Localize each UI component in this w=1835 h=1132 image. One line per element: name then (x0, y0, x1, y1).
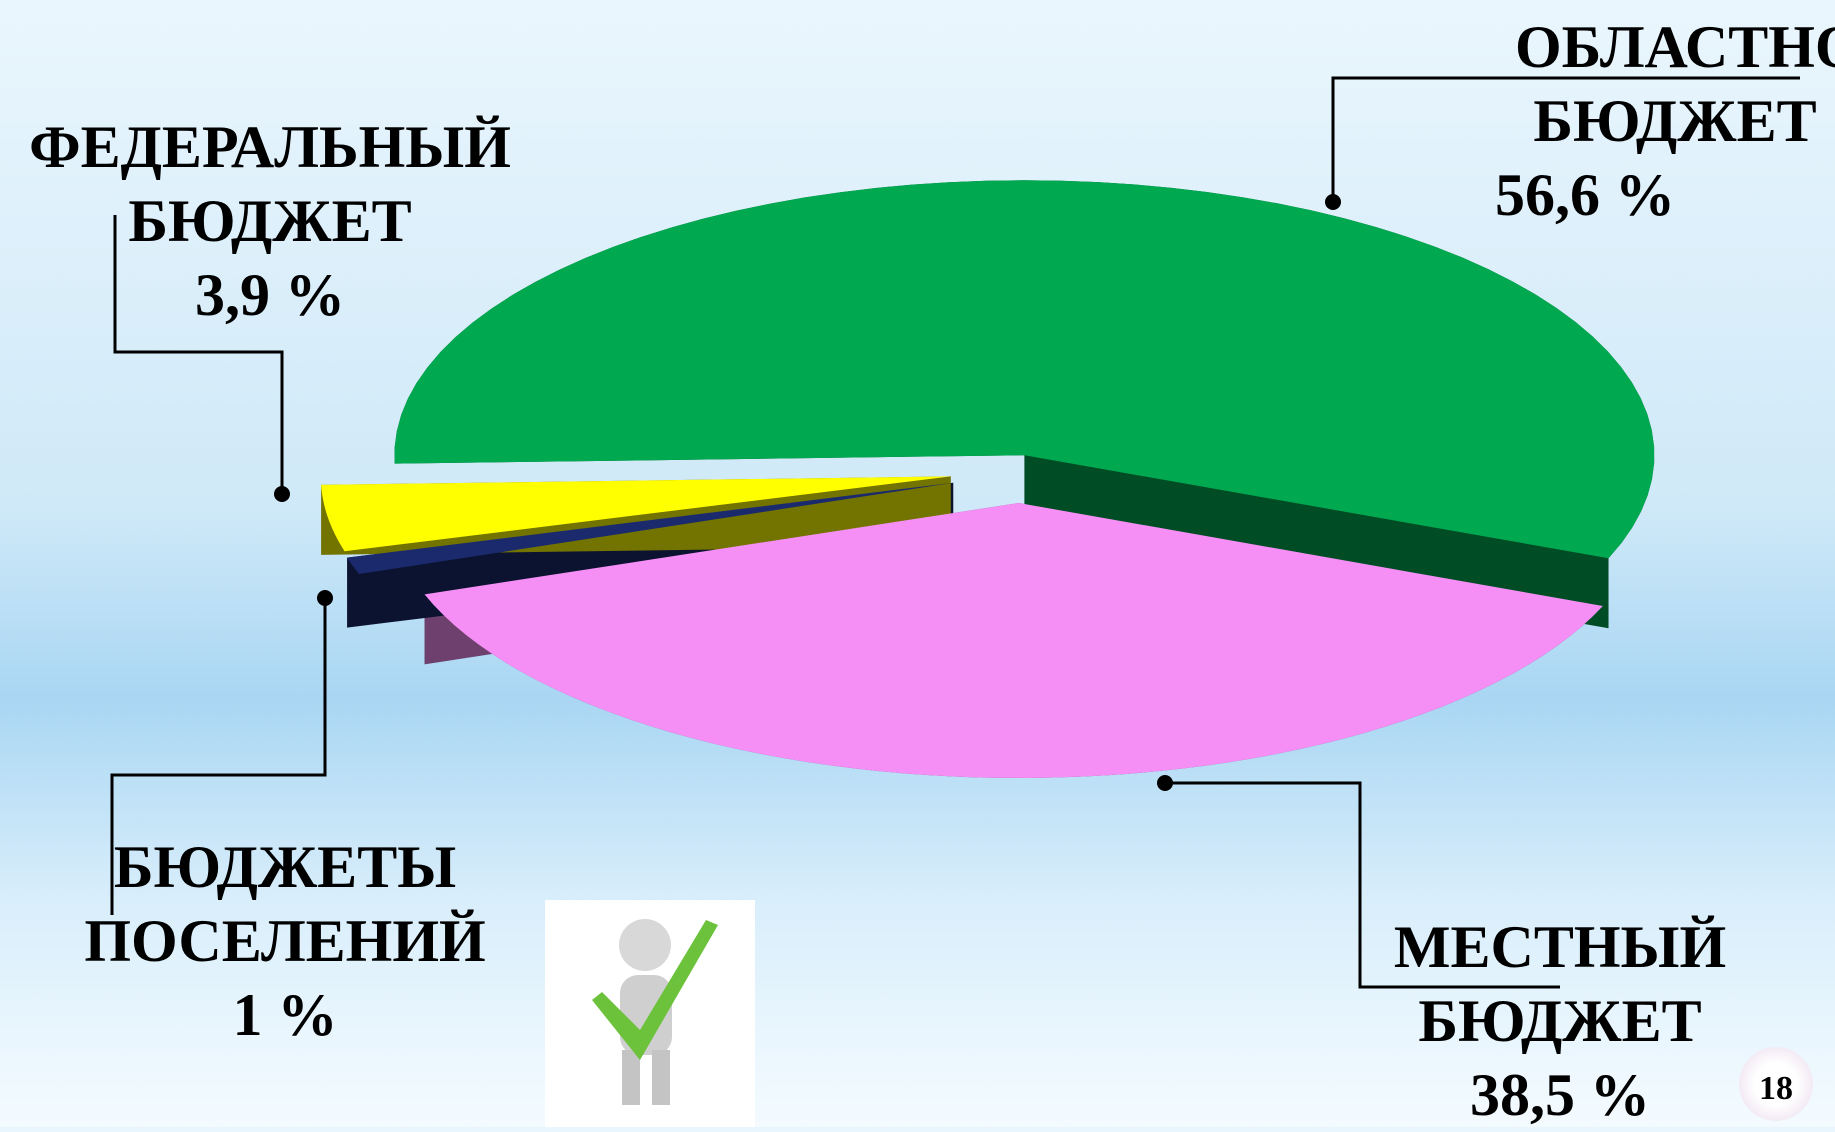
figure-illustration (545, 900, 755, 1127)
leader-line (1331, 76, 1800, 202)
leader-line (110, 598, 327, 915)
leader-dot (317, 590, 333, 606)
leader-dot (274, 486, 290, 502)
figure-head (619, 919, 671, 971)
leaders (110, 76, 1800, 989)
pie-slice (394, 180, 1655, 559)
leader-dots (274, 194, 1341, 791)
value-label: 56,6 % (1495, 162, 1675, 228)
category-label: ФЕДЕРАЛЬНЫЙ БЮДЖЕТ (29, 114, 511, 254)
value-label: 38,5 % (1470, 1062, 1650, 1128)
label-oblastnoy: ОБЛАСТНОЙ БЮДЖЕТ 56,6 % (1395, 10, 1835, 232)
leader-line (113, 215, 284, 494)
pie-slice (321, 476, 951, 552)
category-label: БЮДЖЕТЫ ПОСЕЛЕНИЙ (84, 834, 486, 974)
category-label: МЕСТНЫЙ БЮДЖЕТ (1393, 914, 1727, 1054)
value-label: 3,9 % (195, 262, 345, 328)
leader-dot (1325, 194, 1341, 210)
leader-dot (1157, 775, 1173, 791)
pie (321, 180, 1655, 848)
check-mark (592, 920, 718, 1060)
leader-line (1165, 781, 1560, 989)
figure-leg (622, 1050, 640, 1105)
slide-number: 18 (1739, 1047, 1813, 1121)
label-mestny: МЕСТНЫЙ БЮДЖЕТ 38,5 % (1360, 910, 1760, 1132)
label-poseleniy: БЮДЖЕТЫ ПОСЕЛЕНИЙ 1 % (50, 830, 520, 1052)
figure-leg (652, 1050, 670, 1105)
pie-slice (424, 502, 1603, 778)
category-label: ОБЛАСТНОЙ БЮДЖЕТ (1515, 14, 1835, 154)
label-federal: ФЕДЕРАЛЬНЫЙ БЮДЖЕТ 3,9 % (0, 110, 540, 332)
value-label: 1 % (232, 982, 338, 1048)
pie-slice (347, 482, 954, 575)
